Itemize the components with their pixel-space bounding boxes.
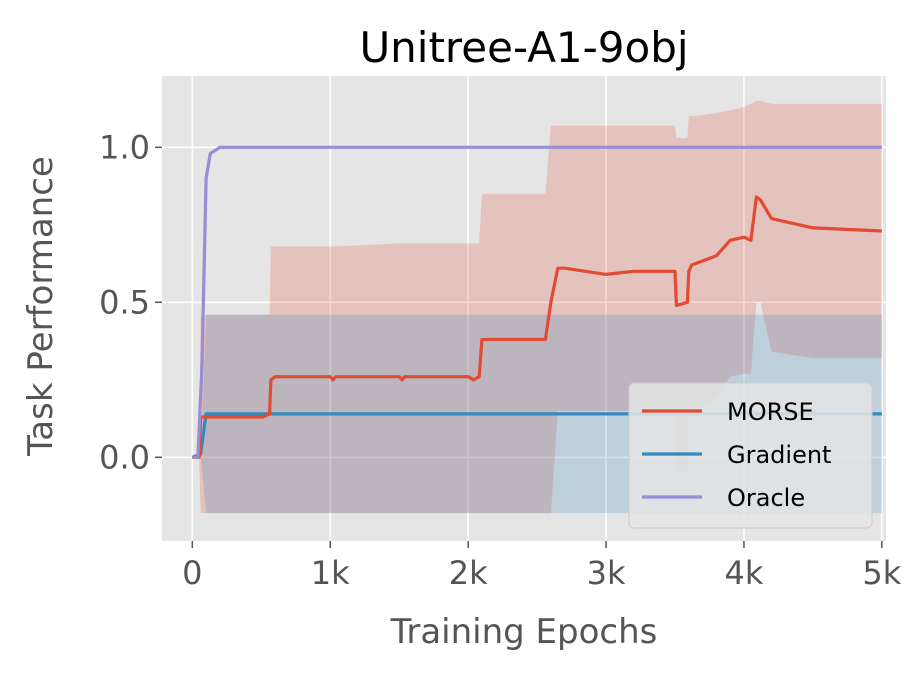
x-tick-label: 4k (725, 554, 764, 592)
y-tick-label: 0.5 (99, 283, 150, 321)
y-tick-label: 0.0 (99, 438, 150, 476)
x-tick-label: 0 (182, 554, 202, 592)
x-tick-label: 5k (862, 554, 901, 592)
legend-box (628, 382, 873, 529)
line-morse (192, 195, 882, 459)
legend: MORSE Gradient Oracle (628, 382, 873, 529)
legend-label-oracle: Oracle (727, 484, 805, 512)
legend-label-morse: MORSE (727, 398, 814, 426)
x-tick-label: 3k (587, 554, 626, 592)
line-oracle (192, 145, 882, 459)
y-axis-label: Task Performance (21, 156, 61, 457)
x-axis-label: Training Epochs (390, 612, 658, 652)
band-morse (192, 100, 882, 514)
y-tick-label: 1.0 (99, 128, 150, 166)
chart-title: Unitree-A1-9obj (359, 23, 688, 72)
legend-label-gradient: Gradient (727, 441, 831, 469)
x-tick-label: 2k (449, 554, 488, 592)
tick-labels: 0 1k 2k 3k 4k 5k 0.0 0.5 1.0 (99, 128, 902, 592)
x-tick-label: 1k (311, 554, 350, 592)
